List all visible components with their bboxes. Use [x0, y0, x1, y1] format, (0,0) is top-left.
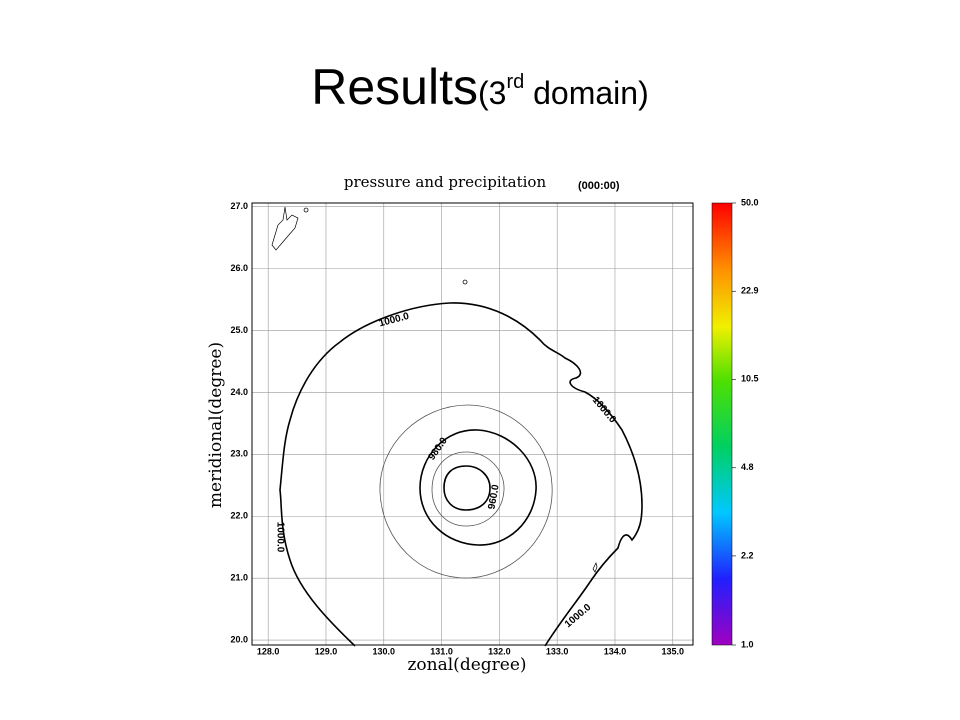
title-suffix: domain) — [524, 75, 649, 111]
y-tick-label: 26.0 — [230, 263, 248, 273]
slide-title: Results(3rd domain) — [0, 58, 960, 116]
contour-label: 960.0 — [487, 483, 502, 510]
y-tick-label: 22.0 — [230, 511, 248, 521]
contour-line — [419, 429, 537, 546]
contour-line — [379, 404, 553, 579]
chart-title: pressure and precipitation — [344, 173, 547, 191]
contours — [271, 206, 643, 647]
contour-line — [431, 451, 505, 527]
colorbar-tick-label: 2.2 — [741, 550, 754, 560]
y-tick-label: 21.0 — [230, 573, 248, 583]
colorbar-tick-label: 1.0 — [741, 639, 754, 649]
colorbar — [711, 202, 733, 646]
colorbar-tick-label: 50.0 — [741, 197, 759, 207]
x-tick-label: 132.0 — [488, 646, 511, 656]
colorbar-tick-label: 10.5 — [741, 374, 759, 384]
contour-label: 1000.0 — [590, 395, 618, 426]
x-axis-label: zonal(degree) — [407, 655, 526, 675]
x-tick-label: 128.0 — [257, 646, 280, 656]
y-axis-label: meridional(degree) — [206, 342, 226, 508]
grid — [252, 203, 693, 645]
y-tick-label: 27.0 — [230, 201, 248, 211]
contour-label: 1000.0 — [563, 602, 594, 630]
contour-label: 1000.0 — [274, 522, 285, 553]
x-tick-label: 130.0 — [373, 646, 396, 656]
contour-label: 1000.0 — [378, 311, 411, 330]
y-tick-label: 25.0 — [230, 325, 248, 335]
x-tick-label: 131.0 — [430, 646, 453, 656]
title-main: Results — [311, 59, 478, 115]
y-tick-label: 24.0 — [230, 387, 248, 397]
chart-time: (000:00) — [578, 180, 620, 192]
coastline — [271, 206, 598, 573]
y-tick-label: 20.0 — [230, 634, 248, 644]
colorbar-tick-label: 22.9 — [741, 286, 759, 296]
title-superscript: rd — [506, 71, 525, 93]
contour-line — [279, 302, 643, 647]
x-tick-label: 134.0 — [604, 646, 627, 656]
x-tick-label: 135.0 — [662, 646, 685, 656]
colorbar-tick-label: 4.8 — [741, 462, 754, 472]
x-tick-label: 133.0 — [546, 646, 569, 656]
x-tick-label: 129.0 — [315, 646, 338, 656]
contour-line — [443, 465, 491, 511]
title-prefix: (3 — [477, 75, 507, 111]
y-tick-label: 23.0 — [230, 449, 248, 459]
plot-frame — [251, 202, 694, 646]
